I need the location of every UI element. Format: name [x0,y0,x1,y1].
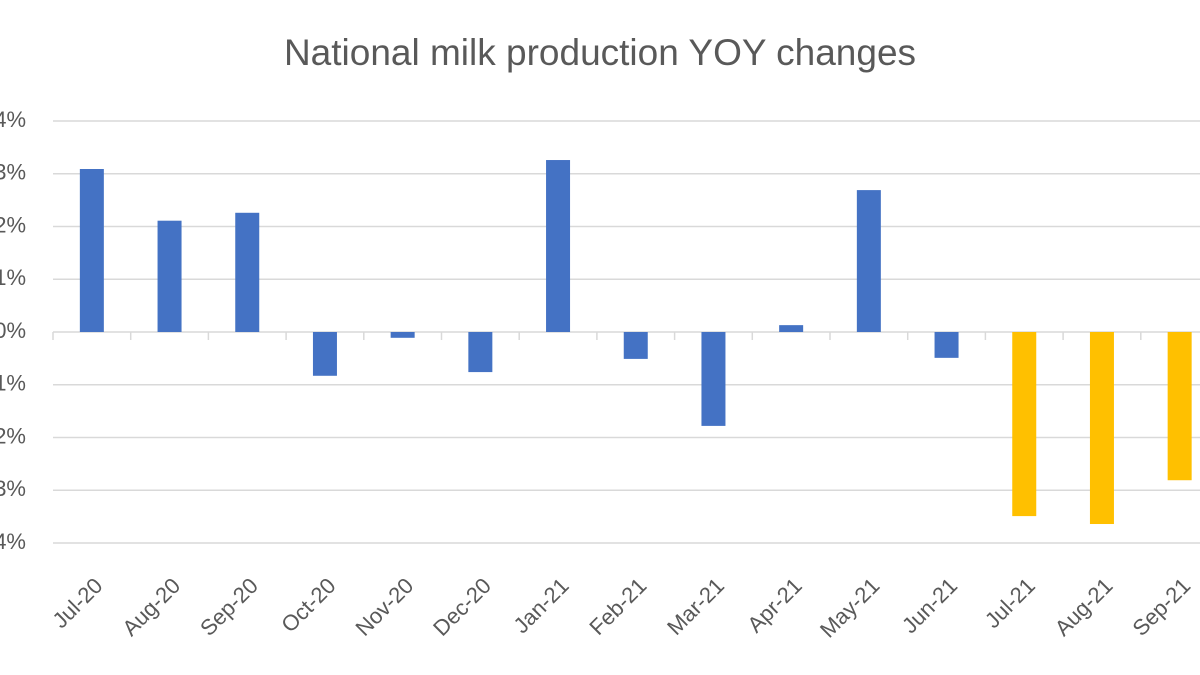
y-tick-label: 2% [0,212,26,237]
chart-title: National milk production YOY changes [284,32,916,73]
bar [79,169,104,332]
y-tick-label: 1% [0,265,26,290]
x-tick-label: Mar-21 [662,573,729,640]
y-tick-label: -1% [0,371,26,396]
x-tick-label: Oct-20 [276,573,340,637]
y-tick-label: 4% [0,107,26,132]
bar [934,332,959,358]
x-tick-label: Aug-20 [117,573,185,641]
bar [390,332,415,338]
bar [701,332,726,426]
bar [312,332,337,376]
bar [468,332,493,373]
x-tick-label: May-21 [815,573,885,643]
y-tick-label: 0% [0,318,26,343]
bar [1167,332,1192,481]
x-tick-label: Jun-21 [897,573,962,638]
x-tick-label: Aug-21 [1050,573,1118,641]
x-tick-label: Apr-21 [742,573,806,637]
bar [1012,332,1037,517]
x-tick-label: Jan-21 [508,573,573,638]
bar [235,212,260,332]
x-tick-label: Feb-21 [584,573,651,640]
bar [856,190,881,332]
y-tick-label: -3% [0,476,26,501]
bar [157,220,182,332]
bar [1089,332,1114,525]
x-tick-label: Dec-20 [428,573,496,641]
x-tick-label: Sep-21 [1127,573,1195,641]
bar [546,160,571,332]
x-tick-label: Nov-20 [350,573,418,641]
y-tick-label: -2% [0,423,26,448]
x-tick-label: Sep-20 [195,573,263,641]
bar [623,332,648,359]
x-tick-label: Jul-20 [47,573,107,633]
bar [779,325,804,332]
y-tick-label: -4% [0,529,26,554]
x-tick-label: Jul-21 [980,573,1040,633]
y-tick-label: 3% [0,160,26,185]
